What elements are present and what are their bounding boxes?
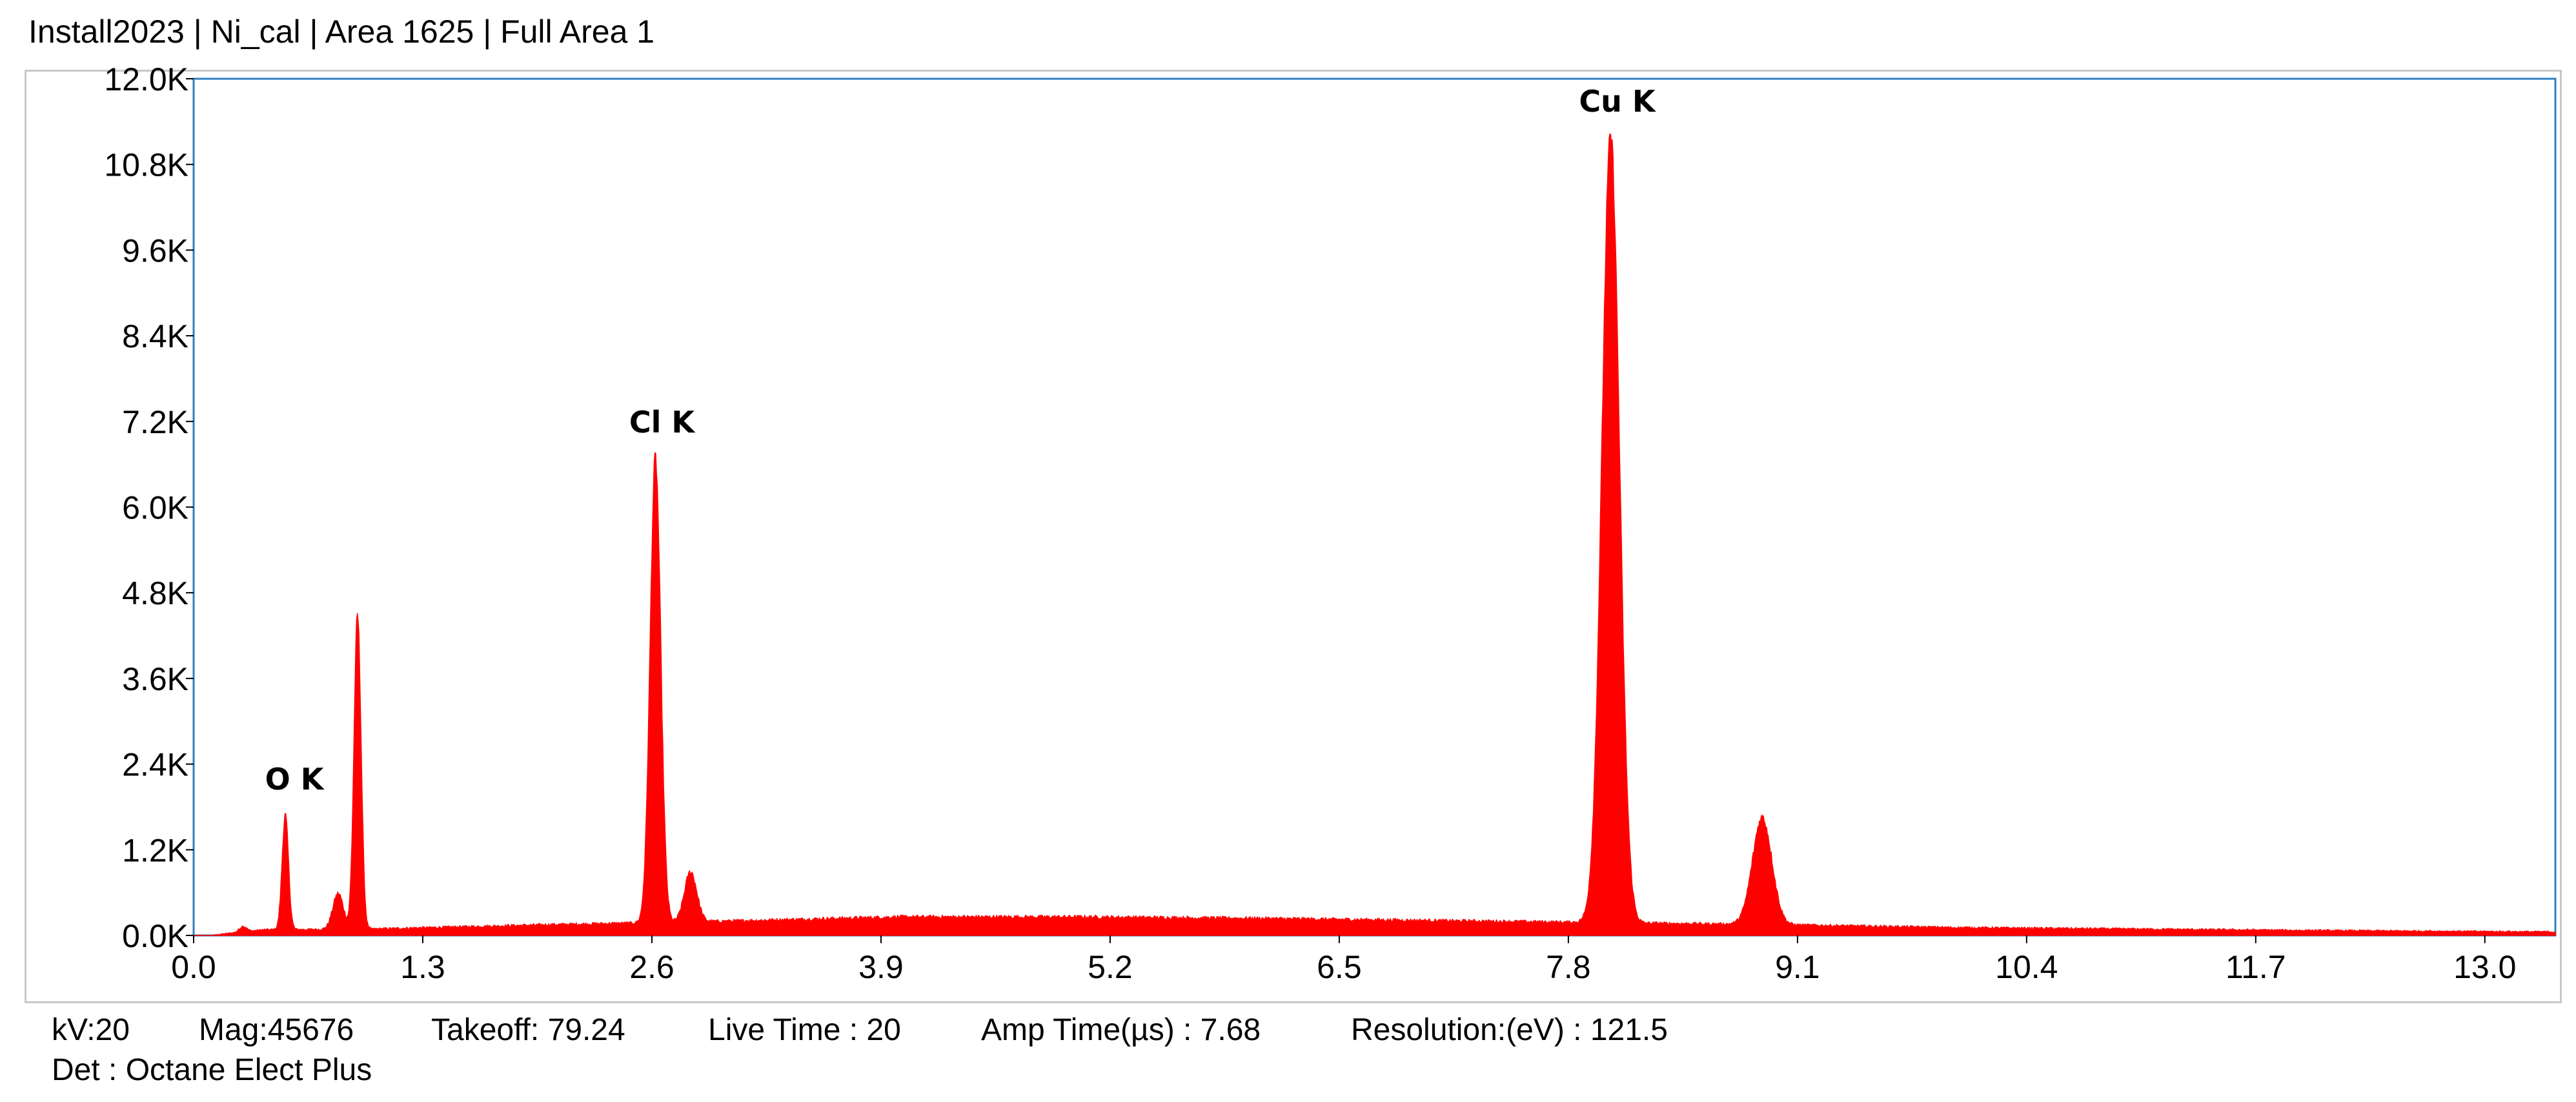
detector-readout: Det : Octane Elect Plus: [52, 1053, 372, 1087]
magnification-readout: Mag:45676: [199, 1013, 354, 1047]
live-time-readout: Live Time : 20: [708, 1013, 901, 1047]
x-tick-label: 10.4: [1995, 949, 2058, 985]
y-tick-label: 2.4K: [122, 747, 188, 783]
x-tick-label: 0.0: [171, 949, 216, 985]
y-tick-label: 7.2K: [122, 404, 188, 440]
chart-frame: [25, 70, 2562, 1003]
y-tick-label: 9.6K: [122, 232, 188, 269]
x-tick-label: 5.2: [1088, 949, 1133, 985]
spectrum-title: Install2023 | Ni_cal | Area 1625 | Full …: [28, 14, 655, 50]
y-tick-label: 1.2K: [122, 832, 188, 868]
x-tick-label: 1.3: [400, 949, 445, 985]
peak-label: Cl K: [629, 405, 696, 440]
x-tick-label: 6.5: [1317, 949, 1362, 985]
spectrum-area: [193, 133, 2556, 936]
x-tick-label: 7.8: [1546, 949, 1591, 985]
kv-readout: kV:20: [52, 1013, 130, 1047]
y-tick-label: 6.0K: [122, 490, 188, 526]
x-tick-label: 9.1: [1775, 949, 1820, 985]
y-tick-label: 12.0K: [104, 61, 188, 97]
y-tick-label: 3.6K: [122, 661, 188, 697]
y-tick-label: 8.4K: [122, 318, 188, 354]
x-tick-label: 2.6: [629, 949, 674, 985]
axes-layer: 0.0 1.3 2.6 3.9 5.2 6.5 7.8 9.1 10.4 11.7 13.0 0.0K…: [104, 61, 2516, 985]
amp-time-readout: Amp Time(µs) : 7.68: [981, 1013, 1261, 1047]
plot-area: [192, 77, 2557, 937]
peak-label: Cu K: [1579, 84, 1657, 119]
resolution-readout: Resolution:(eV) : 121.5: [1351, 1013, 1668, 1047]
spectrum-layer: [193, 133, 2556, 936]
x-tick-label: 11.7: [2226, 949, 2286, 985]
peak-label: O K: [265, 762, 325, 797]
x-tick-label: 3.9: [858, 949, 904, 985]
x-tick-label: 13.0: [2453, 949, 2516, 985]
y-tick-label: 10.8K: [104, 147, 188, 183]
y-tick-label: 4.8K: [122, 575, 188, 611]
y-tick-label: 0.0K: [122, 918, 188, 954]
peak-labels: O K Cl K Cu K: [265, 84, 1657, 797]
plot-border: [192, 77, 2557, 937]
takeoff-readout: Takeoff: 79.24: [431, 1013, 625, 1047]
